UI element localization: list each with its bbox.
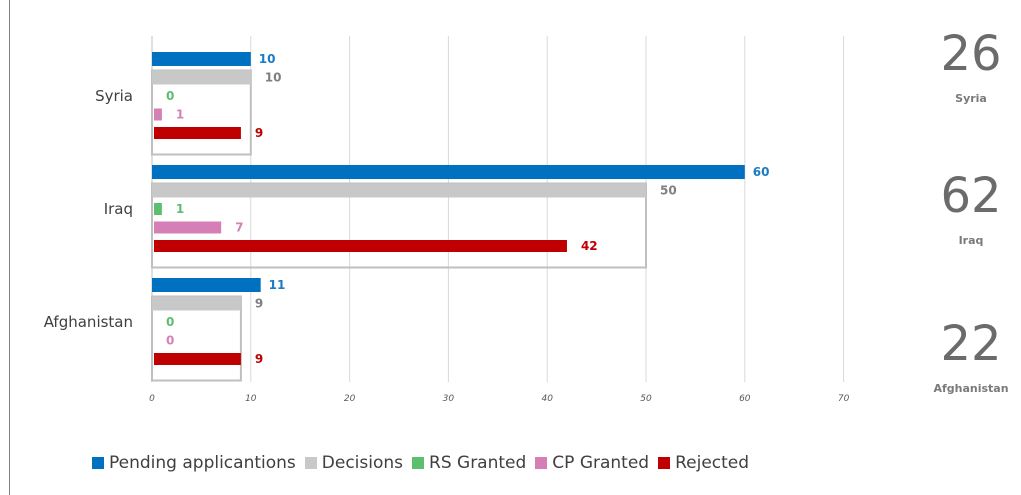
legend-item-decisions: Decisions <box>304 453 404 473</box>
chart-legend: Pending applicantions Decisions RS Granted… <box>92 453 758 473</box>
data-label-rejected: 42 <box>581 239 598 253</box>
data-label-cp: 7 <box>235 221 243 235</box>
legend-item-cp: CP Granted <box>535 453 649 473</box>
legend-swatch <box>535 457 548 469</box>
x-tick-label: 50 <box>640 394 652 404</box>
legend-item-rejected: Rejected <box>658 453 749 473</box>
legend-swatch <box>658 457 671 469</box>
legend-label: CP Granted <box>552 453 650 473</box>
bar-chart: 0 10 20 30 40 50 60 70Syria1010019Iraq60501742A… <box>44 26 1009 404</box>
total-value: 26 <box>940 26 1001 82</box>
legend-label: RS Granted <box>429 453 527 473</box>
category-label: Afghanistan <box>44 313 133 331</box>
data-label-cp: 1 <box>176 108 184 122</box>
x-tick-label: 70 <box>838 394 850 404</box>
x-tick-label: 20 <box>344 394 356 404</box>
data-label-decisions: 50 <box>660 184 677 198</box>
x-tick-label: 40 <box>541 394 553 404</box>
legend-label: Decisions <box>321 453 404 473</box>
total-name: Iraq <box>959 234 984 247</box>
bar-rejected <box>154 127 241 139</box>
legend-item-rs: RS Granted <box>412 453 526 473</box>
legend-swatch <box>304 457 317 469</box>
data-label-rs: 0 <box>166 315 174 329</box>
bar-pending <box>152 52 251 66</box>
data-label-decisions: 9 <box>255 297 263 311</box>
data-label-rejected: 9 <box>255 126 263 140</box>
data-label-pending: 10 <box>259 52 276 66</box>
left-border <box>9 0 10 495</box>
x-tick-label: 60 <box>739 394 751 404</box>
legend-swatch <box>412 457 425 469</box>
bar-decisions <box>152 183 646 198</box>
bar-pending <box>152 278 261 292</box>
bar-cp <box>154 108 162 121</box>
bar-rs <box>154 203 162 215</box>
legend-swatch <box>92 457 104 469</box>
data-label-pending: 11 <box>269 278 286 292</box>
bar-cp <box>154 221 222 234</box>
category-label: Iraq <box>104 200 133 218</box>
total-name: Syria <box>955 92 987 105</box>
total-value: 22 <box>940 316 1001 372</box>
data-label-decisions: 10 <box>265 71 282 85</box>
legend-label: Rejected <box>675 453 750 473</box>
bar-pending <box>152 165 745 179</box>
bar-decisions <box>152 296 241 311</box>
data-label-rejected: 9 <box>255 352 263 366</box>
total-name: Afghanistan <box>933 382 1008 395</box>
x-tick-label: 10 <box>245 394 257 404</box>
bar-rejected <box>154 353 241 365</box>
bar-decisions <box>152 70 251 85</box>
data-label-cp: 0 <box>166 334 174 348</box>
data-label-rs: 1 <box>176 202 184 216</box>
data-label-pending: 60 <box>753 165 770 179</box>
legend-item-pending: Pending applicantions <box>92 453 296 473</box>
total-value: 62 <box>940 168 1001 224</box>
bar-rejected <box>154 240 567 252</box>
category-label: Syria <box>95 87 133 105</box>
data-label-rs: 0 <box>166 89 174 103</box>
legend-label: Pending applicantions <box>109 453 296 473</box>
x-tick-label: 30 <box>443 394 455 404</box>
x-tick-label: 0 <box>149 394 155 404</box>
